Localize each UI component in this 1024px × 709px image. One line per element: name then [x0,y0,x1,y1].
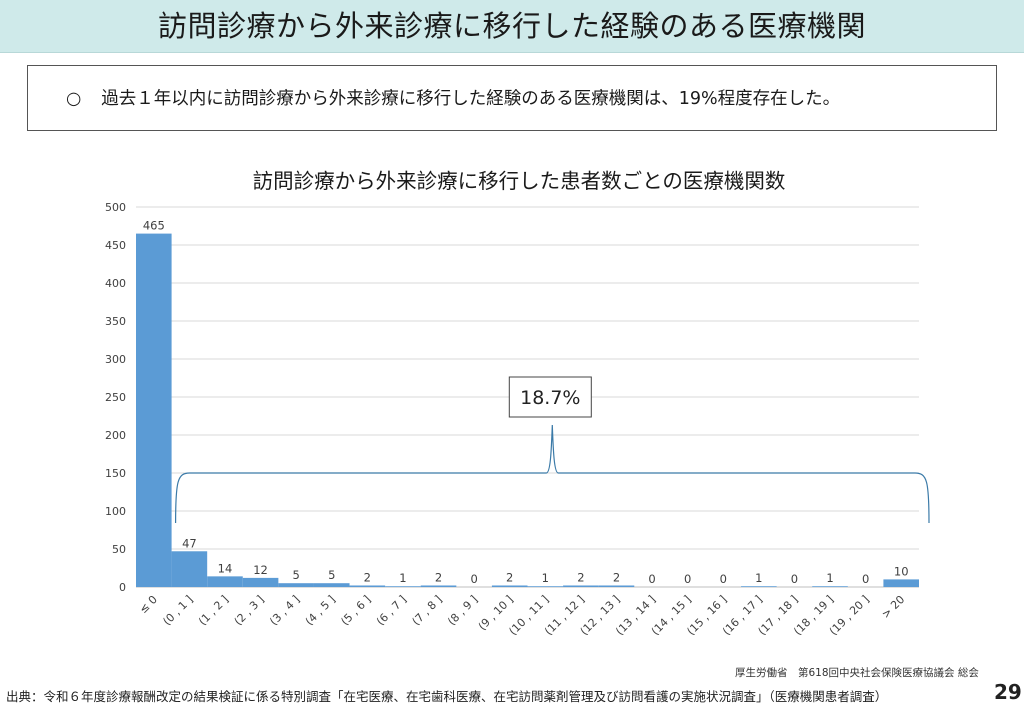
summary-text: 過去１年以内に訪問診療から外来診療に移行した経験のある医療機関は、19%程度存在… [101,89,841,109]
data-label: 1 [755,571,762,585]
x-tick-label: (4 , 5 ] [303,593,338,628]
x-tick-label: (8 , 9 ] [445,593,480,628]
bar [171,551,208,587]
x-tick-label: ≤ 0 [137,593,160,616]
bar [207,576,243,587]
bar [812,586,848,587]
data-label: 10 [894,564,909,578]
y-tick-label: 200 [105,429,126,442]
bar [136,233,172,587]
credit-text: 厚生労働省 第618回中央社会保険医療協議会 総会 [735,667,979,679]
bar [242,577,279,587]
x-tick-label: (5 , 6 ] [338,593,373,628]
x-tick-label: (1 , 2 ] [196,593,231,628]
y-tick-label: 400 [105,277,126,290]
data-label: 0 [720,572,727,586]
summary-box: ○ 過去１年以内に訪問診療から外来診療に移行した経験のある医療機関は、19%程度存… [27,65,997,131]
data-label: 2 [506,570,513,584]
data-label: 47 [182,536,197,550]
chart-title: 訪問診療から外来診療に移行した患者数ごとの医療機関数 [252,169,786,193]
bar [883,579,919,587]
data-label: 0 [470,572,477,586]
data-label: 2 [435,570,442,584]
bar [349,585,386,587]
y-tick-label: 0 [119,581,126,594]
range-brace [174,424,930,524]
bar [491,585,528,587]
summary-bullet: ○ [66,89,82,109]
bar [563,585,599,587]
data-label: 0 [648,572,655,586]
data-label: 0 [862,572,869,586]
x-tick-label: (2 , 3 ] [232,593,267,628]
data-label: 0 [684,572,691,586]
bar [420,585,457,587]
summary-line: ○ 過去１年以内に訪問診療から外来診療に移行した経験のある医療機関は、19%程度存… [66,87,840,111]
data-label: 465 [143,219,165,233]
annotation-box [508,376,592,418]
bar [527,586,564,587]
y-tick-label: 450 [105,239,126,252]
data-label: 1 [542,571,549,585]
bar [278,583,314,587]
x-tick-label: (7 , 8 ] [410,593,445,628]
x-tick-label: > 20 [879,593,907,621]
data-label: 5 [292,568,299,582]
bar [598,585,635,587]
data-label: 5 [328,568,335,582]
page-number: 29 [994,680,1022,704]
data-label: 14 [218,561,233,575]
x-tick-label: (0 , 1 ] [160,593,195,628]
x-tick-label: (6 , 7 ] [374,593,409,628]
y-tick-label: 300 [105,353,126,366]
bar [313,583,350,587]
data-label: 12 [253,563,268,577]
data-label: 2 [577,570,584,584]
y-tick-label: 250 [105,391,126,404]
data-label: 1 [826,571,833,585]
y-tick-label: 50 [112,543,126,556]
annotation-text: 18.7% [520,387,580,409]
bar [385,586,421,587]
y-tick-label: 350 [105,315,126,328]
data-label: 2 [364,570,371,584]
x-tick-label: (3 , 4 ] [267,593,302,628]
data-label: 1 [399,571,406,585]
title-bar: 訪問診療から外来診療に移行した経験のある医療機関 [0,0,1024,53]
y-tick-label: 100 [105,505,126,518]
source-text: 出典：令和６年度診療報酬改定の結果検証に係る特別調査「在宅医療、在宅歯科医療、在… [6,689,888,704]
page-title: 訪問診療から外来診療に移行した経験のある医療機関 [157,9,866,43]
bar [741,586,777,587]
y-tick-label: 150 [105,467,126,480]
y-tick-label: 500 [105,201,126,214]
data-label: 2 [613,570,620,584]
data-label: 0 [791,572,798,586]
